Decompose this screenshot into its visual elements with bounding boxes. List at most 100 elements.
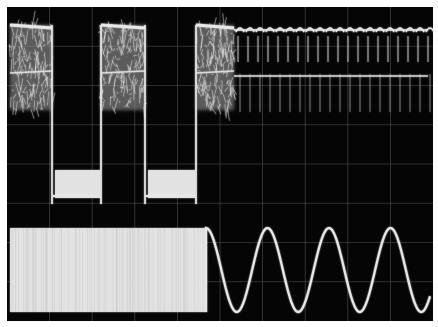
- noise-streak: [212, 37, 215, 50]
- noise-streak: [30, 67, 32, 80]
- noise-streak: [21, 56, 26, 68]
- burst-mid-edge: [100, 70, 146, 74]
- noise-streak: [100, 45, 105, 57]
- noise-streak: [127, 64, 131, 76]
- noise-streak: [25, 30, 29, 44]
- noise-streak: [139, 39, 143, 50]
- noise-streak: [141, 49, 145, 59]
- noise-streak: [206, 85, 210, 87]
- noise-streak: [222, 48, 227, 51]
- noise-streak: [213, 86, 218, 100]
- noise-streak: [9, 45, 11, 58]
- noise-streak: [123, 85, 126, 97]
- noise-streak: [225, 108, 229, 119]
- noise-streak: [28, 62, 31, 69]
- noise-streak: [16, 58, 20, 62]
- bottom-channel-trace: [10, 226, 432, 314]
- noise-streak: [232, 87, 237, 95]
- noise-streak: [130, 30, 132, 39]
- noise-streak: [204, 44, 208, 48]
- noise-streak: [19, 95, 23, 103]
- noise-streak: [140, 87, 144, 91]
- noise-streak: [216, 68, 218, 82]
- noise-streak: [114, 90, 116, 98]
- noise-streak: [32, 10, 36, 26]
- noise-streak: [21, 69, 25, 71]
- noise-streak: [129, 68, 132, 71]
- noise-streak: [101, 72, 105, 83]
- noise-streak: [14, 34, 20, 39]
- noise-streak: [40, 26, 45, 42]
- noise-streak: [201, 52, 205, 60]
- noise-streak: [221, 61, 226, 67]
- noise-streak: [44, 52, 47, 68]
- noise-streak: [208, 36, 211, 41]
- noise-streak: [209, 31, 214, 36]
- noise-streak: [131, 27, 136, 41]
- noise-streak: [138, 95, 141, 104]
- noise-streak: [24, 47, 29, 62]
- noise-streak: [18, 54, 21, 69]
- noise-streak: [109, 45, 113, 50]
- noise-streak: [36, 101, 39, 110]
- noise-streak: [117, 40, 120, 46]
- noise-streak: [41, 83, 44, 94]
- noise-streak: [228, 99, 232, 106]
- noise-streak: [34, 29, 37, 33]
- noise-streak: [211, 28, 216, 40]
- noise-streak: [135, 36, 138, 52]
- noise-streak: [124, 103, 129, 108]
- noise-streak: [31, 67, 35, 75]
- noise-streak: [23, 56, 28, 62]
- noise-streak: [142, 90, 144, 93]
- noise-streak: [230, 41, 235, 44]
- noise-streak: [121, 27, 124, 43]
- noise-streak: [27, 51, 31, 62]
- noise-streak: [15, 101, 18, 115]
- noise-streak: [26, 79, 32, 86]
- noise-streak: [214, 17, 217, 26]
- noise-streak: [201, 86, 207, 95]
- noise-streak: [199, 34, 202, 36]
- noise-streak: [36, 58, 40, 65]
- noise-streak: [12, 93, 17, 100]
- noise-streak: [218, 39, 224, 54]
- noise-streak: [39, 95, 43, 111]
- noise-streak: [126, 90, 128, 94]
- noise-streak: [139, 64, 143, 69]
- noise-streak: [128, 101, 131, 104]
- noise-streak: [39, 98, 42, 104]
- noise-streak: [137, 53, 143, 64]
- noise-streak: [133, 54, 138, 57]
- noise-streak: [206, 30, 210, 36]
- noise-streak: [119, 35, 123, 45]
- noise-streak: [21, 32, 23, 38]
- noise-streak: [218, 86, 223, 95]
- noise-streak: [102, 81, 107, 86]
- noise-streak: [44, 72, 49, 87]
- noise-streak: [232, 89, 236, 100]
- low-plateau: [148, 170, 195, 198]
- noise-streak: [225, 98, 230, 113]
- noise-streak: [18, 30, 22, 41]
- noise-streak: [137, 43, 142, 52]
- noise-streak: [227, 107, 230, 121]
- noise-streak: [220, 92, 223, 95]
- noise-streak: [210, 56, 213, 65]
- noise-streak: [141, 78, 143, 94]
- noise-streak: [200, 37, 203, 52]
- noise-streak: [30, 109, 35, 119]
- noise-streak: [200, 88, 203, 91]
- noise-streak: [22, 51, 26, 58]
- noise-streak: [229, 77, 234, 85]
- noise-streak: [129, 88, 131, 91]
- noise-streak: [225, 28, 228, 34]
- noise-streak: [32, 27, 34, 40]
- noise-streak: [34, 34, 38, 48]
- noise-streak: [37, 72, 40, 84]
- noise-streak: [197, 69, 201, 72]
- noise-streak: [125, 77, 128, 91]
- noise-streak: [212, 109, 217, 115]
- noise-streak: [33, 52, 35, 55]
- noise-streak: [197, 55, 200, 63]
